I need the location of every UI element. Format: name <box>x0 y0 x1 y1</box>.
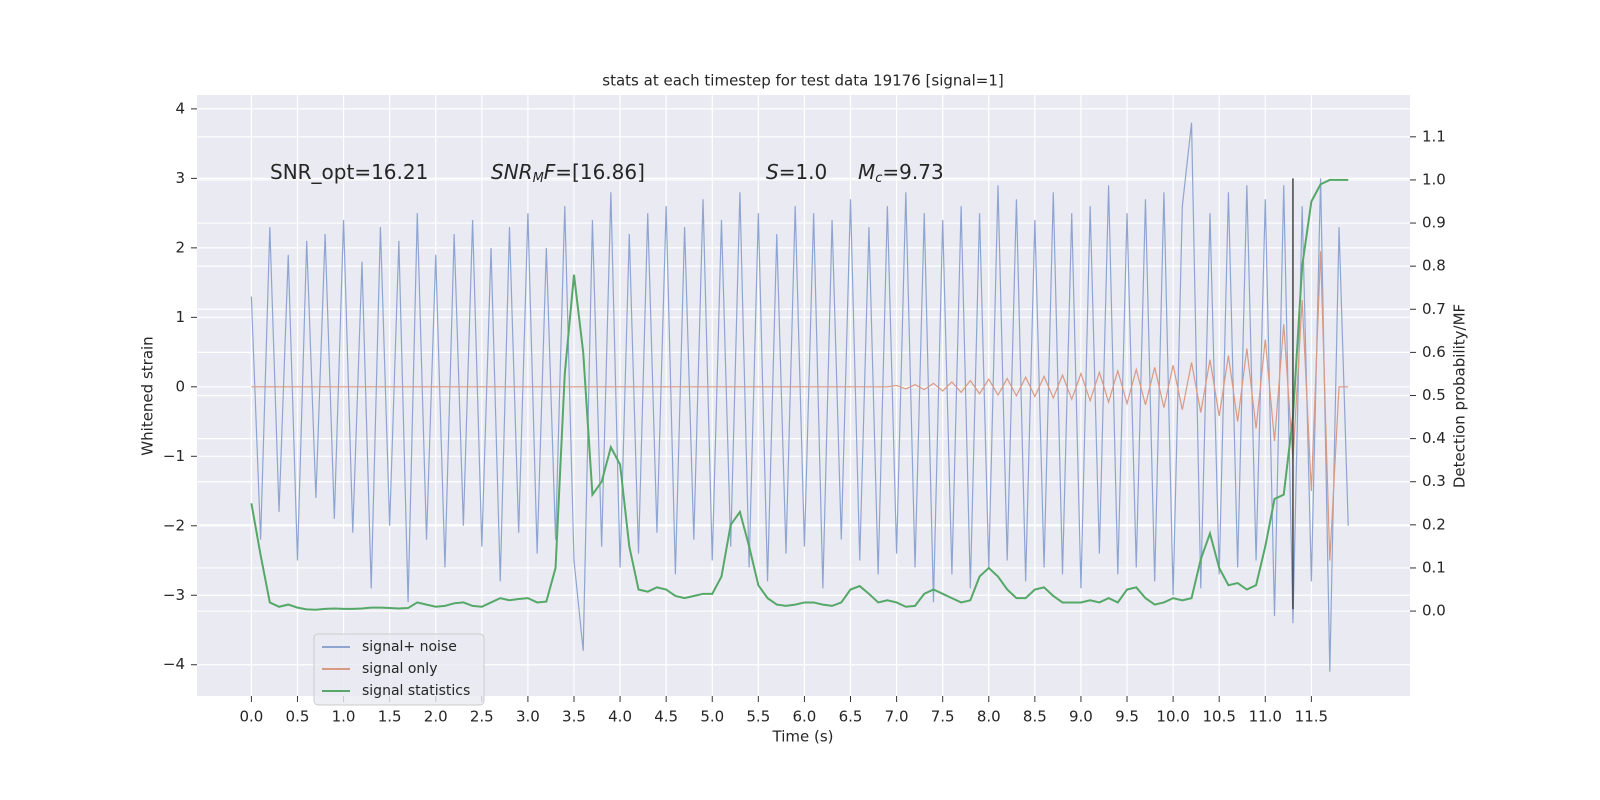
series-line <box>251 251 1349 561</box>
x-tick-label: 2.5 <box>470 708 494 726</box>
annotation-part: =1.0 <box>779 160 828 184</box>
x-tick-label: 10.0 <box>1156 708 1189 726</box>
y2-tick-label: 0.8 <box>1422 257 1446 275</box>
x-tick-label: 9.0 <box>1069 708 1093 726</box>
x-tick-label: 0.0 <box>239 708 263 726</box>
x-tick-label: 8.0 <box>977 708 1001 726</box>
y2-tick-label: 0.4 <box>1422 429 1446 447</box>
y2-axis-label: Detection probability/MF <box>1451 304 1469 488</box>
x-tick-label: 4.0 <box>608 708 632 726</box>
y2-tick-label: 0.9 <box>1422 214 1446 232</box>
x-tick-label: 5.5 <box>746 708 770 726</box>
y-axis-label: Whitened strain <box>139 336 157 455</box>
annotation-part: SNR_opt=16.21 <box>270 160 428 184</box>
annotation-part: S <box>766 160 779 184</box>
y-tick-label: 1 <box>175 308 185 326</box>
chart-title: stats at each timestep for test data 191… <box>602 72 1003 90</box>
annotation-part: =9.73 <box>882 160 943 184</box>
y-tick-label: −2 <box>163 516 185 534</box>
annotation-part: c <box>875 171 882 186</box>
x-tick-label: 11.5 <box>1295 708 1328 726</box>
series-line <box>250 122 1349 672</box>
y2-tick-label: 0.5 <box>1422 386 1446 404</box>
annotation-part: F <box>544 160 556 184</box>
legend-label: signal only <box>362 661 437 677</box>
annotation-part: M <box>533 171 544 186</box>
y-tick-label: −3 <box>163 586 185 604</box>
annotation: Mc=9.73 <box>858 160 944 186</box>
x-axis-label: Time (s) <box>772 728 834 746</box>
x-tick-label: 6.5 <box>839 708 863 726</box>
x-tick-label: 0.5 <box>286 708 310 726</box>
annotation-part: M <box>858 160 875 184</box>
series-line <box>250 178 1349 611</box>
annotation: SNRMF=[16.86] <box>491 160 645 186</box>
x-tick-label: 10.5 <box>1202 708 1235 726</box>
x-tick-label: 4.5 <box>654 708 678 726</box>
y2-tick-label: 0.0 <box>1422 602 1446 620</box>
y2-tick-label: 0.6 <box>1422 343 1446 361</box>
x-tick-label: 7.5 <box>931 708 955 726</box>
x-tick-label: 3.0 <box>516 708 540 726</box>
x-tick-label: 9.5 <box>1115 708 1139 726</box>
y-tick-label: 0 <box>175 377 185 395</box>
annotation-part: =[16.86] <box>555 160 645 184</box>
y2-tick-label: 0.3 <box>1422 472 1446 490</box>
x-tick-label: 1.0 <box>332 708 356 726</box>
legend-label: signal statistics <box>362 683 470 699</box>
y-tick-label: −1 <box>163 447 185 465</box>
legend-box <box>313 633 485 706</box>
y2-tick-label: 1.1 <box>1422 127 1446 145</box>
annotation: SNR_opt=16.21 <box>270 160 428 184</box>
x-tick-label: 1.5 <box>378 708 402 726</box>
y-tick-label: 3 <box>175 169 185 187</box>
annotation-part: SNR <box>491 160 533 184</box>
y2-tick-label: 0.2 <box>1422 515 1446 533</box>
y2-tick-label: 1.0 <box>1422 170 1446 188</box>
x-tick-label: 3.5 <box>562 708 586 726</box>
y-tick-label: 2 <box>175 238 185 256</box>
y2-tick-label: 0.1 <box>1422 558 1446 576</box>
x-tick-label: 7.0 <box>885 708 909 726</box>
y-tick-label: −4 <box>163 655 185 673</box>
legend-label: signal+ noise <box>362 639 457 655</box>
annotation: S=1.0 <box>766 160 827 184</box>
x-tick-label: 6.0 <box>792 708 816 726</box>
x-tick-label: 11.0 <box>1249 708 1282 726</box>
x-tick-label: 8.5 <box>1023 708 1047 726</box>
y-tick-label: 4 <box>175 99 185 117</box>
grid <box>197 95 1410 696</box>
legend: signal+ noise signal only signal statistic… <box>313 633 485 706</box>
y2-tick-label: 0.7 <box>1422 300 1446 318</box>
x-tick-label: 5.0 <box>700 708 724 726</box>
x-tick-label: 2.0 <box>424 708 448 726</box>
